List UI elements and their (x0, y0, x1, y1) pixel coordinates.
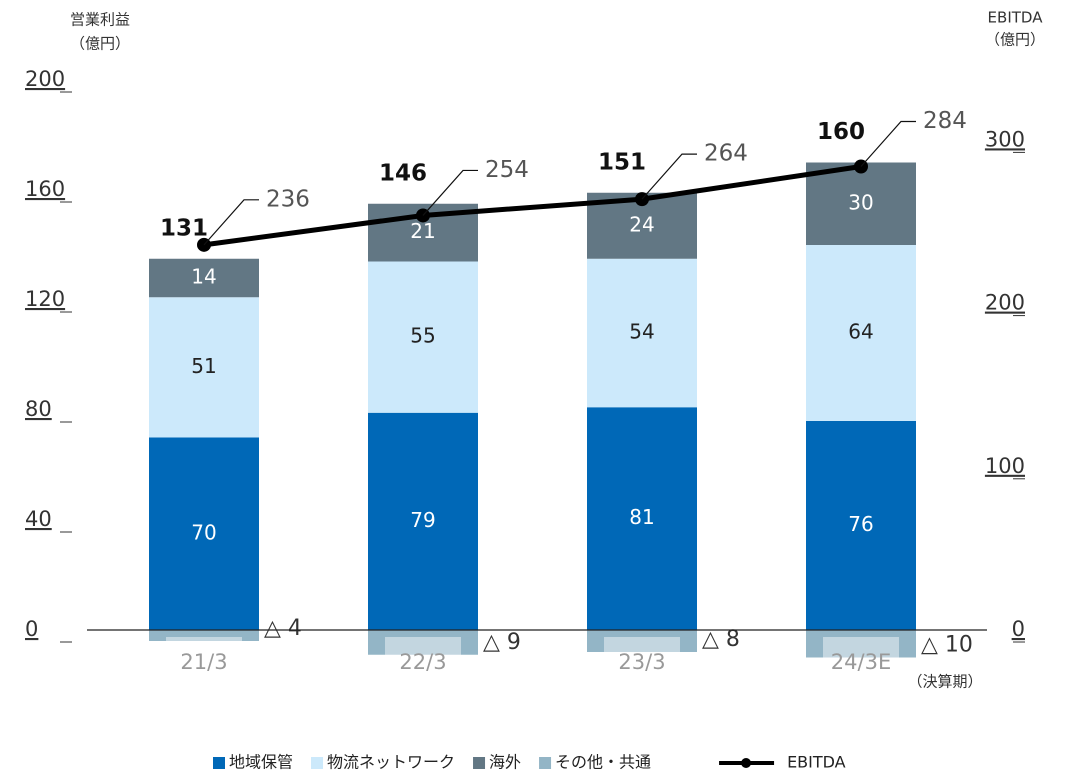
legend-swatch (473, 757, 486, 769)
legend-label: 物流ネットワーク (327, 753, 455, 772)
x-tick-label: 22/3 (399, 650, 446, 674)
data-label: 21 (410, 219, 435, 243)
data-label: 54 (629, 320, 654, 344)
x-tick-label: 24/3E (831, 650, 891, 674)
bar-segment (806, 421, 916, 630)
legend-swatch (741, 758, 752, 768)
x-tick-label: 23/3 (618, 650, 665, 674)
bar-segment (368, 261, 478, 413)
data-label: △ 10 (921, 633, 973, 658)
y2-axis-title: EBITDA (988, 9, 1044, 27)
x-axis-label: （決算期） (907, 673, 982, 691)
bar-segment (149, 297, 259, 438)
y-tick-label: 0 (25, 617, 38, 641)
y-tick-label: 200 (25, 67, 65, 91)
category-label-box (385, 637, 461, 659)
y-tick-label: 80 (25, 397, 52, 421)
data-label: 30 (848, 190, 873, 214)
y2-axis-unit: （億円） (985, 31, 1045, 49)
legend-swatch (213, 757, 225, 769)
bar-segment (149, 630, 259, 641)
line-label: 236 (266, 186, 310, 212)
x-tick-label: 21/3 (180, 650, 227, 674)
category-label-box (604, 637, 680, 659)
bar-segment (149, 258, 259, 298)
bar-segment (806, 245, 916, 421)
y-tick-label: 120 (25, 287, 65, 311)
data-label: △ 8 (702, 627, 740, 652)
data-label: 76 (848, 512, 873, 536)
category-label-box (823, 637, 899, 659)
leader-line (203, 199, 259, 246)
legend-swatch (311, 757, 324, 769)
category-label-box (166, 637, 242, 659)
line-series (203, 164, 862, 248)
leader-line (422, 169, 478, 216)
data-label: △ 9 (483, 630, 521, 655)
legend-label: その他・共通 (555, 753, 651, 772)
data-label: △ 4 (264, 616, 302, 641)
total-label: 146 (379, 160, 427, 186)
total-label: 160 (817, 119, 865, 145)
leader-line (641, 153, 697, 200)
data-label: 55 (410, 324, 435, 348)
legend-label: 海外 (489, 753, 521, 772)
y-axis-unit: （億円） (70, 35, 130, 53)
data-label: 81 (629, 505, 654, 529)
y2-tick-label: 100 (985, 454, 1025, 478)
y-axis-title: 営業利益 (70, 11, 130, 29)
total-label: 131 (160, 215, 208, 241)
bar-segment (368, 412, 478, 630)
y-tick-label: 40 (25, 507, 52, 531)
total-label: 151 (598, 149, 646, 175)
bar-segment (149, 437, 259, 630)
bar-segment (368, 630, 478, 655)
y2-tick-label: 300 (985, 127, 1025, 151)
legend-swatch (539, 757, 552, 769)
data-label: 79 (410, 508, 435, 532)
bar-segment (587, 407, 697, 630)
data-label: 70 (191, 520, 216, 544)
line-label: 264 (704, 141, 748, 167)
y2-tick-label: 200 (985, 291, 1025, 315)
data-label: 14 (191, 265, 216, 289)
leader-line (860, 120, 916, 167)
legend-label: EBITDA (787, 753, 846, 772)
data-label: 64 (848, 320, 873, 344)
bar-segment (587, 258, 697, 408)
bar-segment (806, 630, 916, 658)
bar-segment (806, 162, 916, 245)
y-tick-label: 160 (25, 177, 65, 201)
data-label: 24 (629, 212, 654, 236)
line-label: 254 (485, 157, 529, 183)
y2-tick-label: 0 (1012, 617, 1025, 641)
line-label: 284 (923, 108, 967, 134)
legend-label: 地域保管 (229, 753, 293, 772)
data-label: 51 (191, 354, 216, 378)
bar-segment (587, 630, 697, 652)
